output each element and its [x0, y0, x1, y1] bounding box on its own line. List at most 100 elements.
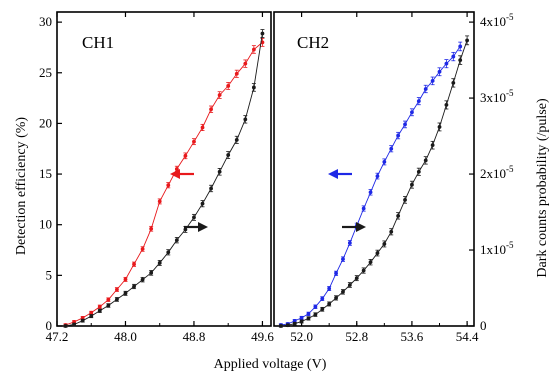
x-axis-title: Applied voltage (V): [214, 357, 327, 372]
data-point: [451, 80, 456, 85]
data-point: [437, 69, 442, 74]
data-point: [389, 146, 394, 151]
data-point: [327, 286, 332, 291]
data-point: [166, 250, 171, 255]
data-point: [106, 297, 111, 302]
y-right-tick-label: 0: [480, 318, 487, 333]
data-point: [403, 122, 407, 127]
data-point: [278, 324, 283, 328]
data-point: [430, 78, 435, 83]
data-point: [458, 44, 463, 49]
axis-arrowhead: [328, 169, 338, 179]
x-tick-label: 53.6: [401, 329, 424, 344]
data-point: [458, 58, 463, 62]
data-point: [306, 311, 311, 316]
y-tick-label: 15: [39, 166, 52, 181]
data-point: [209, 107, 213, 112]
series-line: [65, 33, 263, 327]
data-point: [89, 310, 94, 315]
data-point: [451, 54, 456, 59]
y-tick-label: 0: [46, 318, 53, 333]
data-point: [89, 314, 94, 319]
data-point: [63, 324, 68, 328]
x-tick-label: 49.6: [251, 329, 274, 344]
data-point: [217, 93, 222, 97]
y-tick-label: 10: [39, 217, 52, 232]
data-point: [292, 321, 297, 326]
right-y-axis-title: Dark counts probability (/pulse): [535, 98, 550, 278]
data-point: [72, 322, 77, 327]
panel-label: CH1: [82, 33, 114, 52]
data-point: [416, 99, 421, 104]
series-line: [65, 42, 263, 326]
y-tick-label: 30: [39, 14, 52, 29]
data-point: [320, 307, 325, 312]
data-point: [243, 117, 248, 122]
data-point: [209, 186, 213, 191]
data-point: [97, 304, 102, 309]
data-point: [260, 31, 265, 36]
y-tick-label: 25: [39, 65, 52, 80]
data-point: [444, 103, 449, 107]
data-point: [423, 158, 428, 163]
data-point: [149, 270, 154, 275]
data-point: [166, 183, 171, 188]
x-tick-label: 48.8: [183, 329, 206, 344]
data-point: [183, 227, 188, 232]
data-point: [410, 182, 414, 187]
data-point: [334, 271, 338, 276]
y-right-tick-label: 3x10-5: [480, 88, 514, 105]
data-point: [313, 312, 318, 317]
data-point: [368, 190, 373, 195]
data-point: [396, 213, 401, 218]
data-point: [382, 242, 387, 246]
data-point: [106, 303, 111, 308]
x-tick-label: 48.0: [114, 329, 137, 344]
x-tick-label: 52.0: [290, 329, 313, 344]
data-point: [299, 315, 304, 320]
x-tick-label: 47.2: [46, 329, 69, 344]
data-point: [200, 125, 205, 130]
x-tick-label: 52.8: [345, 329, 368, 344]
data-point: [140, 277, 145, 282]
left-y-axis-title: Detection efficiency (%): [14, 117, 29, 255]
series-line: [280, 40, 468, 327]
data-point: [382, 160, 387, 164]
data-point: [423, 87, 428, 91]
data-point: [465, 38, 470, 43]
data-point: [361, 206, 366, 211]
data-point: [183, 153, 188, 158]
series-line: [280, 46, 461, 326]
data-point: [217, 169, 222, 174]
axis-arrowhead: [198, 222, 208, 232]
data-point: [251, 85, 256, 90]
y-right-tick-label: 1x10-5: [480, 240, 514, 257]
panel-ch2: 52.0 52.8 53.6 54.40 1x10-5 2x10-5 3x10-5 4x10-…: [273, 11, 514, 344]
data-point: [341, 289, 345, 294]
data-point: [132, 284, 136, 289]
plot-frame: [56, 11, 272, 327]
data-point: [354, 276, 359, 281]
data-point: [115, 287, 119, 292]
data-point: [341, 257, 345, 262]
y-right-tick-label: 4x10-5: [480, 12, 514, 29]
data-point: [347, 283, 352, 287]
data-point: [123, 277, 128, 282]
data-point: [200, 201, 205, 206]
axis-arrowhead: [170, 169, 180, 179]
data-point: [149, 226, 154, 231]
data-point: [416, 169, 421, 174]
data-point: [234, 137, 239, 142]
data-point: [234, 71, 239, 76]
data-point: [226, 84, 231, 88]
data-point: [97, 308, 102, 313]
data-point: [403, 197, 407, 202]
data-point: [347, 241, 352, 245]
data-point: [410, 110, 414, 115]
data-point: [192, 215, 196, 220]
plot-frame: [273, 11, 475, 327]
data-point: [192, 139, 196, 144]
data-point: [299, 319, 304, 324]
data-point: [174, 167, 179, 171]
x-tick-label: 54.4: [456, 329, 479, 344]
